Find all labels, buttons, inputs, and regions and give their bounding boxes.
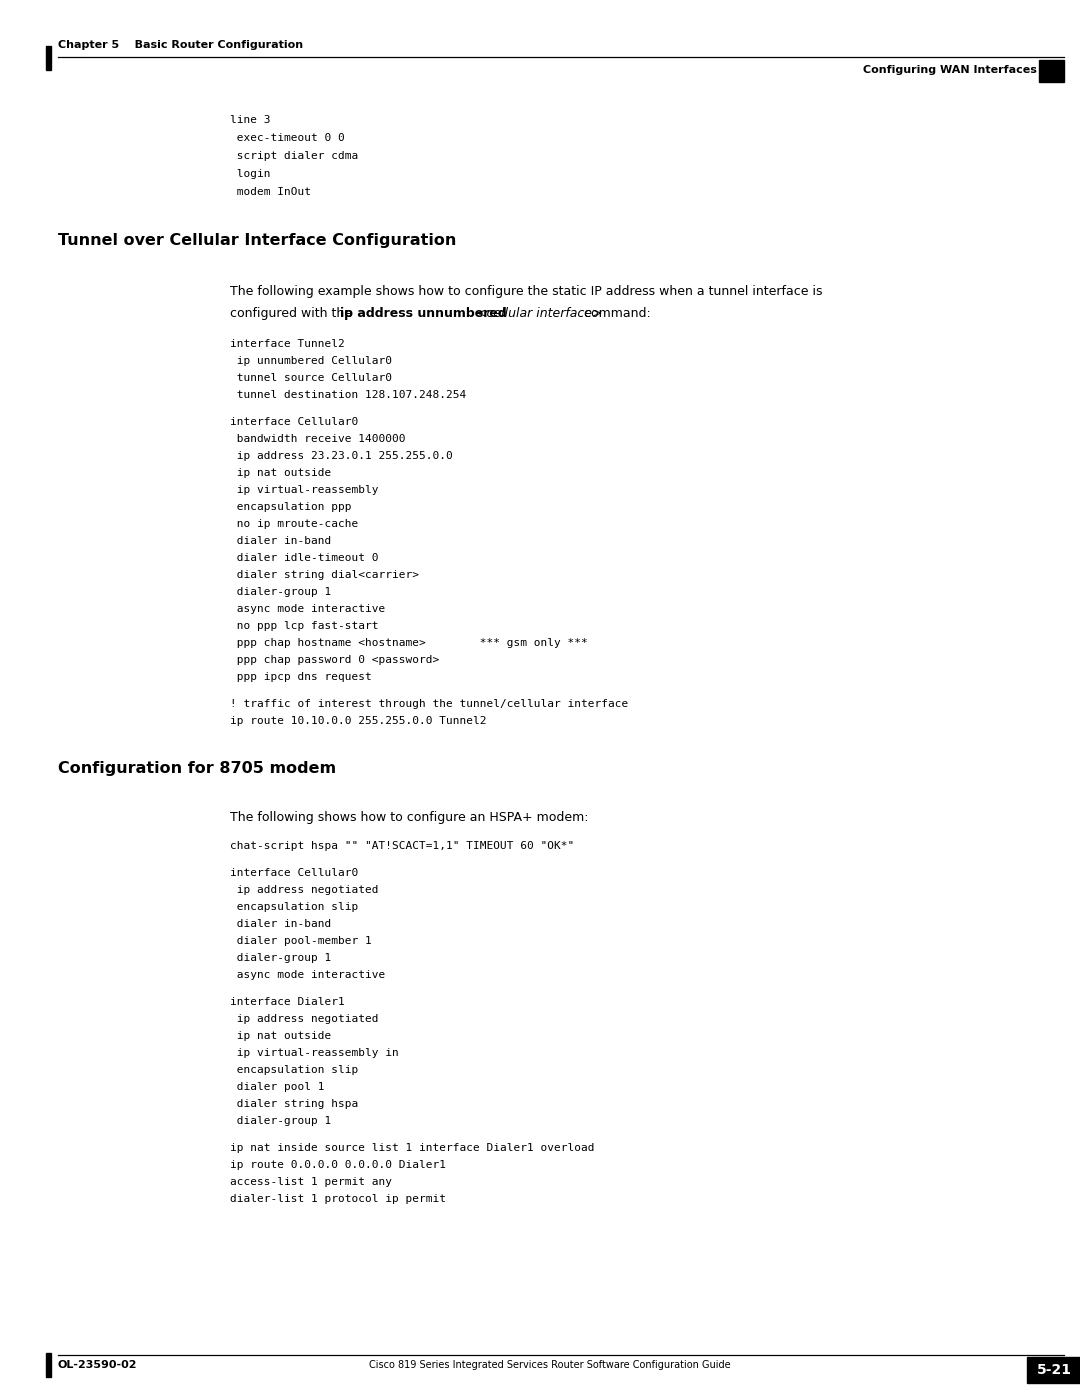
- Text: ip unnumbered Cellular0: ip unnumbered Cellular0: [230, 356, 392, 366]
- Bar: [1027, 1356, 1080, 1383]
- Text: no ip mroute-cache: no ip mroute-cache: [230, 520, 359, 529]
- Text: encapsulation slip: encapsulation slip: [230, 902, 359, 912]
- Text: ip nat outside: ip nat outside: [230, 1031, 332, 1041]
- Text: 5-21: 5-21: [1037, 1363, 1072, 1377]
- Text: ip nat inside source list 1 interface Dialer1 overload: ip nat inside source list 1 interface Di…: [230, 1143, 594, 1153]
- Text: ppp chap password 0 <password>: ppp chap password 0 <password>: [230, 655, 440, 665]
- Text: Chapter 5    Basic Router Configuration: Chapter 5 Basic Router Configuration: [58, 41, 303, 50]
- Text: interface Tunnel2: interface Tunnel2: [230, 339, 345, 349]
- Text: ip nat outside: ip nat outside: [230, 468, 332, 478]
- Text: line 3: line 3: [230, 115, 270, 124]
- Text: dialer pool-member 1: dialer pool-member 1: [230, 936, 372, 946]
- Text: ! traffic of interest through the tunnel/cellular interface: ! traffic of interest through the tunnel…: [230, 698, 629, 710]
- Text: interface Cellular0: interface Cellular0: [230, 868, 359, 877]
- Text: ppp ipcp dns request: ppp ipcp dns request: [230, 672, 372, 682]
- Text: Configuration for 8705 modem: Configuration for 8705 modem: [58, 761, 336, 775]
- Text: bandwidth receive 1400000: bandwidth receive 1400000: [230, 434, 405, 444]
- Text: chat-script hspa "" "AT!SCACT=1,1" TIMEOUT 60 "OK*": chat-script hspa "" "AT!SCACT=1,1" TIMEO…: [230, 841, 575, 851]
- Text: dialer in-band: dialer in-band: [230, 919, 332, 929]
- Text: ip virtual-reassembly: ip virtual-reassembly: [230, 485, 378, 495]
- Text: dialer pool 1: dialer pool 1: [230, 1083, 324, 1092]
- Text: tunnel source Cellular0: tunnel source Cellular0: [230, 373, 392, 383]
- Text: dialer-group 1: dialer-group 1: [230, 587, 332, 597]
- Text: Tunnel over Cellular Interface Configuration: Tunnel over Cellular Interface Configura…: [58, 233, 457, 249]
- Text: interface Dialer1: interface Dialer1: [230, 997, 345, 1007]
- Text: dialer-group 1: dialer-group 1: [230, 953, 332, 963]
- Bar: [46, 46, 51, 70]
- Text: exec-timeout 0 0: exec-timeout 0 0: [230, 133, 345, 142]
- Text: async mode interactive: async mode interactive: [230, 970, 386, 981]
- Text: dialer in-band: dialer in-band: [230, 536, 332, 546]
- Text: ip route 0.0.0.0 0.0.0.0 Dialer1: ip route 0.0.0.0 0.0.0.0 Dialer1: [230, 1160, 446, 1171]
- Text: ip route 10.10.0.0 255.255.0.0 Tunnel2: ip route 10.10.0.0 255.255.0.0 Tunnel2: [230, 717, 486, 726]
- Text: The following example shows how to configure the static IP address when a tunnel: The following example shows how to confi…: [230, 285, 823, 298]
- Bar: [1039, 60, 1064, 82]
- Text: Cisco 819 Series Integrated Services Router Software Configuration Guide: Cisco 819 Series Integrated Services Rou…: [369, 1361, 731, 1370]
- Text: command:: command:: [580, 307, 651, 320]
- Text: script dialer cdma: script dialer cdma: [230, 151, 359, 161]
- Text: ip address negotiated: ip address negotiated: [230, 1014, 378, 1024]
- Text: dialer-group 1: dialer-group 1: [230, 1116, 332, 1126]
- Text: <cellular interface>: <cellular interface>: [476, 307, 603, 320]
- Text: ip address negotiated: ip address negotiated: [230, 886, 378, 895]
- Text: encapsulation slip: encapsulation slip: [230, 1065, 359, 1076]
- Text: Configuring WAN Interfaces: Configuring WAN Interfaces: [863, 66, 1037, 75]
- Text: OL-23590-02: OL-23590-02: [58, 1361, 137, 1370]
- Text: tunnel destination 128.107.248.254: tunnel destination 128.107.248.254: [230, 390, 467, 400]
- Bar: [46, 1354, 51, 1377]
- Text: async mode interactive: async mode interactive: [230, 604, 386, 615]
- Text: ip virtual-reassembly in: ip virtual-reassembly in: [230, 1048, 399, 1058]
- Text: dialer idle-timeout 0: dialer idle-timeout 0: [230, 553, 378, 563]
- Text: ppp chap hostname <hostname>        *** gsm only ***: ppp chap hostname <hostname> *** gsm onl…: [230, 638, 588, 648]
- Text: interface Cellular0: interface Cellular0: [230, 416, 359, 427]
- Text: ip address unnumbered: ip address unnumbered: [340, 307, 511, 320]
- Text: configured with the: configured with the: [230, 307, 356, 320]
- Text: dialer string hspa: dialer string hspa: [230, 1099, 359, 1109]
- Text: ip address 23.23.0.1 255.255.0.0: ip address 23.23.0.1 255.255.0.0: [230, 451, 453, 461]
- Text: encapsulation ppp: encapsulation ppp: [230, 502, 351, 511]
- Text: login: login: [230, 169, 270, 179]
- Text: The following shows how to configure an HSPA+ modem:: The following shows how to configure an …: [230, 812, 589, 824]
- Text: no ppp lcp fast-start: no ppp lcp fast-start: [230, 622, 378, 631]
- Text: dialer string dial<carrier>: dialer string dial<carrier>: [230, 570, 419, 580]
- Text: dialer-list 1 protocol ip permit: dialer-list 1 protocol ip permit: [230, 1194, 446, 1204]
- Text: modem InOut: modem InOut: [230, 187, 311, 197]
- Text: access-list 1 permit any: access-list 1 permit any: [230, 1178, 392, 1187]
